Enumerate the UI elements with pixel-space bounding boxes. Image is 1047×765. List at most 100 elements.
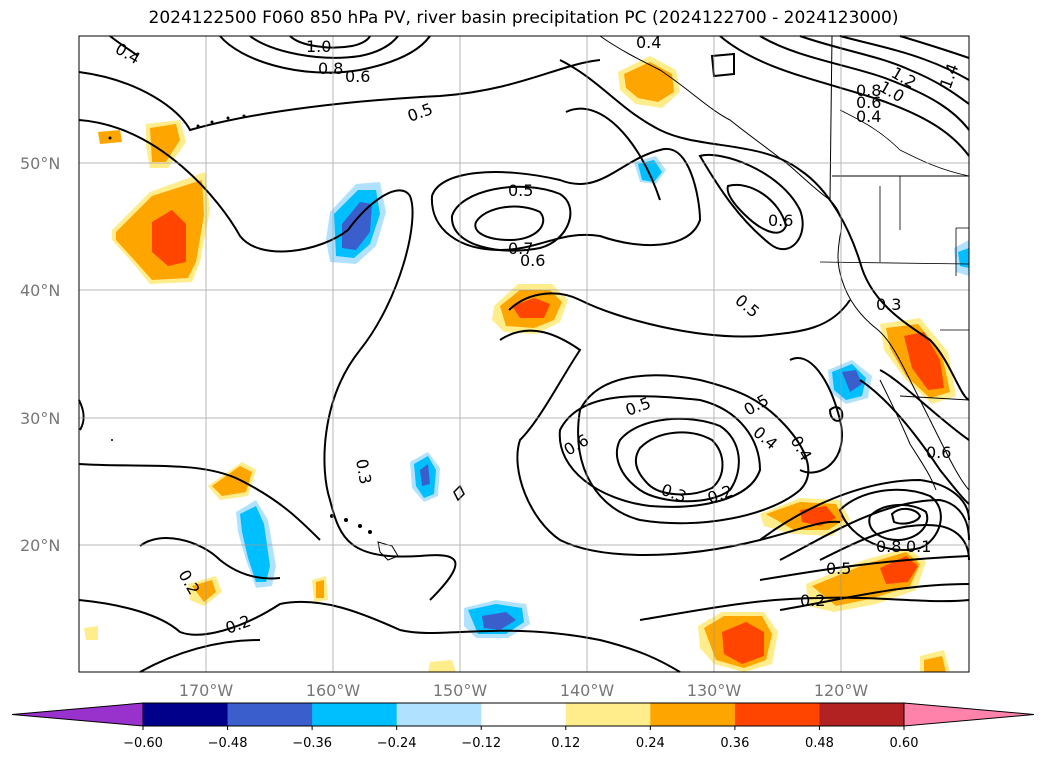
- colorbar-tick-label: 0.24: [636, 736, 665, 751]
- precip-blob: [880, 556, 918, 584]
- pv-contours: [78, 35, 970, 673]
- lon-label-170w: 170°W: [179, 681, 234, 700]
- colorbar-swatch: [143, 703, 229, 726]
- pv-contour: [899, 35, 970, 59]
- pv-contour: [565, 107, 661, 201]
- lat-label-30n: 30°N: [20, 409, 60, 428]
- coastline-baja: [879, 379, 937, 491]
- island: [108, 136, 112, 140]
- precip-blob: [512, 298, 550, 318]
- island: [344, 518, 348, 522]
- pv-contour: [868, 503, 929, 542]
- pv-contour: [508, 292, 851, 338]
- colorbar-tick-label: 0.48: [805, 736, 834, 751]
- contour-label: 0.2: [800, 591, 825, 610]
- colorbar-swatch: [565, 703, 651, 726]
- precip-blob: [84, 626, 98, 640]
- pv-contour: [779, 583, 970, 611]
- state-borders: [819, 176, 970, 331]
- pv-contour: [726, 183, 788, 234]
- lat-label-20n: 20°N: [20, 536, 60, 555]
- pv-contour: [759, 35, 970, 131]
- colorbar-tick-label: −0.48: [208, 736, 248, 751]
- contour-label: 0.6: [926, 443, 951, 462]
- pv-contour: [615, 417, 740, 503]
- pv-contour: [78, 119, 457, 601]
- pv-contour: [78, 599, 681, 673]
- contour-label: 0.4: [856, 107, 881, 126]
- colorbar-tick-label: −0.36: [292, 736, 332, 751]
- pv-contour: [839, 35, 970, 81]
- coastlines: [599, 35, 970, 491]
- pv-contour: [78, 59, 601, 132]
- colorbar-swatch: [312, 703, 398, 726]
- map-panel: 0.4 1.0 0.8 0.6 0.5 0.4 1.2 1.0 0.8 0.6 …: [78, 33, 970, 673]
- colorbar-swatch: [227, 703, 313, 726]
- map-title: 2024122500 F060 850 hPa PV, river basin …: [148, 8, 899, 28]
- pv-contour: [577, 374, 810, 525]
- contour-label: 0.5: [826, 559, 851, 578]
- contour-label: 0.6: [345, 67, 370, 86]
- pv-contour: [450, 185, 572, 252]
- contour-label: 0.5: [508, 181, 533, 200]
- colorbar-border: [142, 702, 905, 727]
- pv-contour: [890, 508, 922, 525]
- island: [368, 530, 372, 534]
- island: [111, 439, 113, 441]
- precip-blob: [924, 656, 946, 672]
- colorbar-swatch: [734, 703, 820, 726]
- pv-contour: [474, 205, 545, 242]
- precip-blob: [152, 210, 186, 266]
- colorbar-tick-label: −0.24: [377, 736, 417, 751]
- precip-blob: [192, 580, 216, 602]
- pv-contour: [139, 639, 261, 673]
- precip-blob: [800, 506, 836, 526]
- colorbar-tick-label: 0.60: [890, 736, 919, 751]
- precip-blob: [624, 62, 674, 102]
- lat-label-50n: 50°N: [20, 154, 60, 173]
- colorbar-swatch: [396, 703, 482, 726]
- gridlines: [79, 36, 969, 672]
- colorbar-tick-label: −0.60: [123, 736, 163, 751]
- island: [226, 116, 230, 120]
- map-border: [78, 35, 970, 673]
- contour-label: 0.3: [876, 295, 901, 314]
- colorbar-extend-low: [11, 702, 144, 727]
- contour-label: 0.8: [318, 59, 343, 78]
- canada-interior: [839, 109, 970, 177]
- precip-blob: [482, 612, 516, 630]
- pv-contour: [78, 399, 85, 431]
- contour-label: 0.6: [520, 251, 545, 270]
- pv-contour: [719, 35, 970, 157]
- pv-contour: [639, 596, 970, 621]
- border-us-mexico: [899, 395, 970, 401]
- precip-blob: [722, 622, 764, 664]
- precip-blob: [316, 580, 324, 598]
- contour-label: 0.6: [768, 211, 793, 230]
- island: [242, 114, 246, 118]
- pv-contour: [859, 379, 970, 505]
- lon-label-140w: 140°W: [560, 681, 615, 700]
- colorbar-swatch: [819, 703, 905, 726]
- precip-blob: [240, 506, 270, 582]
- pv-contour: [289, 35, 371, 49]
- longitude-labels: 170°W 160°W 150°W 140°W 130°W 120°W: [179, 681, 869, 700]
- contour-label: 0.6: [856, 93, 881, 112]
- colorbar-tick-label: −0.12: [461, 736, 501, 751]
- precip-blob: [842, 370, 862, 392]
- precip-blob: [212, 466, 252, 496]
- contour-label: 0.3: [352, 457, 375, 485]
- pv-contour: [249, 35, 399, 59]
- pv-contour: [759, 555, 970, 581]
- colorbar-tick-label: 0.36: [720, 736, 749, 751]
- contour-label: 0.8: [856, 81, 881, 100]
- contour-label: 0.7: [508, 239, 533, 258]
- pv-contour: [558, 395, 762, 508]
- contour-label: 0.8: [876, 537, 901, 556]
- pv-contour: [799, 35, 970, 105]
- colorbar-tick-label: 0.12: [551, 736, 580, 751]
- latitude-labels: 50°N 40°N 30°N 20°N: [20, 154, 60, 555]
- precip-blob: [638, 160, 662, 182]
- pv-contour: [78, 463, 321, 541]
- lat-label-40n: 40°N: [20, 281, 60, 300]
